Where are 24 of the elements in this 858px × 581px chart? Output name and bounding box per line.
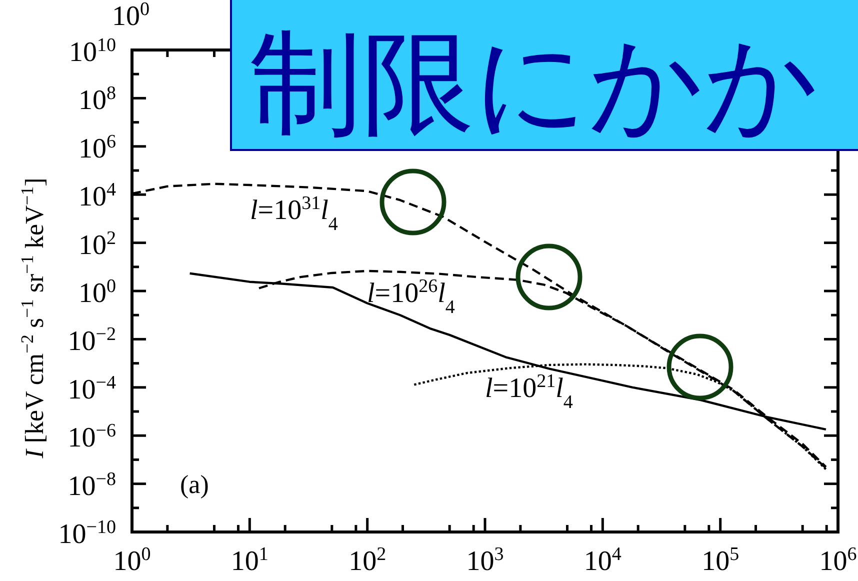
- x-tick-label: 10$^{6}$: [819, 544, 857, 577]
- y-tick-label: 10$^{−2}$: [68, 324, 116, 358]
- y-tick-label: 10$^{−4}$: [68, 372, 116, 406]
- text: 10$^{0}$: [112, 0, 150, 32]
- series-label: l=10$^{26}$l$_{4}$: [367, 276, 456, 318]
- y-tick-label: 10$^{8}$: [78, 82, 116, 116]
- x-tick-label: 10$^{5}$: [702, 544, 740, 577]
- y-tick-label: 10$^{10}$: [68, 34, 116, 68]
- y-tick-label: 10$^{−6}$: [68, 420, 116, 454]
- y-tick-label: 10$^{2}$: [78, 227, 116, 261]
- x-tick-label: 10$^{1}$: [230, 544, 268, 577]
- y-tick-label: 10$^{0}$: [78, 276, 116, 309]
- y-tick-label: 10$^{−8}$: [68, 468, 116, 502]
- series-label: l=10$^{31}$l$_{4}$: [250, 192, 338, 234]
- x-tick-label: 10$^{3}$: [466, 544, 504, 577]
- x-tick-label: 10$^{2}$: [348, 544, 386, 577]
- x-tick-label: 10$^{0}$: [113, 544, 151, 577]
- annotation: (a): [180, 470, 209, 499]
- y-tick-label: 10$^{−10}$: [58, 516, 116, 550]
- series-label: l=10$^{21}$l$_{4}$: [485, 370, 574, 412]
- y-tick-label: 10$^{4}$: [78, 179, 116, 213]
- x-tick-label: 10$^{4}$: [584, 544, 622, 577]
- annotation: 制限にかか: [250, 19, 819, 149]
- y-tick-label: 10$^{6}$: [78, 130, 116, 164]
